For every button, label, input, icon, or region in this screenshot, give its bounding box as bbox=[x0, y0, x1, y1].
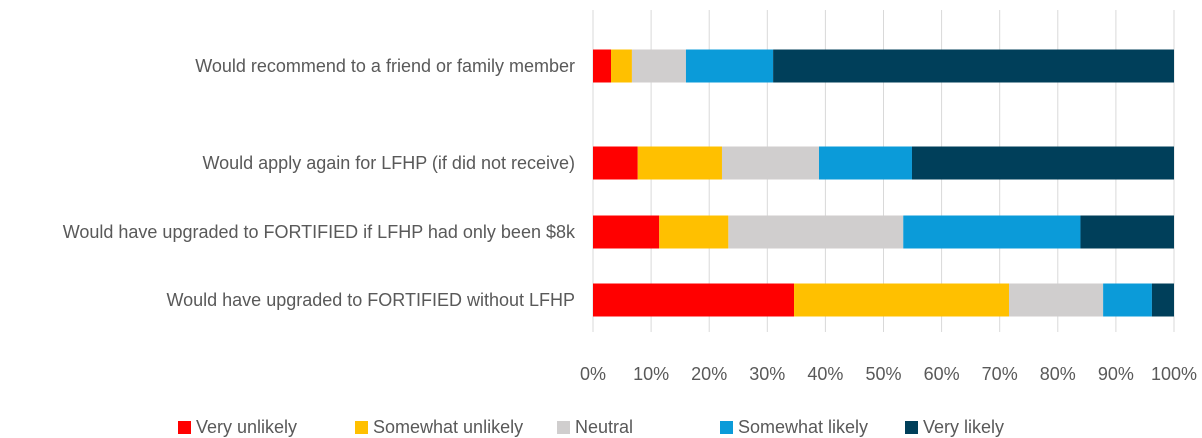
legend-label: Somewhat likely bbox=[738, 417, 868, 437]
bar-segment bbox=[1080, 215, 1174, 249]
x-tick-label: 0% bbox=[580, 364, 606, 384]
bar-segment bbox=[659, 215, 729, 249]
x-tick-label: 70% bbox=[982, 364, 1018, 384]
legend-label: Very likely bbox=[923, 417, 1004, 437]
category-label: Would recommend to a friend or family me… bbox=[195, 56, 575, 76]
bar-segment bbox=[593, 283, 795, 317]
x-tick-label: 100% bbox=[1151, 364, 1197, 384]
category-label: Would have upgraded to FORTIFIED without… bbox=[166, 290, 575, 310]
bar-segment bbox=[728, 215, 904, 249]
bar-segment bbox=[773, 49, 1174, 83]
bar-segment bbox=[637, 146, 722, 180]
bar-segment bbox=[794, 283, 1009, 317]
x-tick-label: 90% bbox=[1098, 364, 1134, 384]
bar-segment bbox=[819, 146, 912, 180]
bar-segment bbox=[1008, 283, 1104, 317]
bar-segment bbox=[593, 146, 638, 180]
bar-segment bbox=[903, 215, 1081, 249]
legend-swatch bbox=[355, 421, 368, 434]
x-tick-label: 30% bbox=[749, 364, 785, 384]
bar-segment bbox=[593, 49, 612, 83]
x-tick-label: 50% bbox=[865, 364, 901, 384]
bar-segment bbox=[593, 215, 660, 249]
category-label: Would have upgraded to FORTIFIED if LFHP… bbox=[62, 222, 575, 242]
bar-segment bbox=[631, 49, 686, 83]
legend-label: Neutral bbox=[575, 417, 633, 437]
legend-swatch bbox=[178, 421, 191, 434]
x-tick-label: 40% bbox=[807, 364, 843, 384]
legend-label: Very unlikely bbox=[196, 417, 297, 437]
category-label-text: Would have upgraded to FORTIFIED without… bbox=[166, 290, 575, 310]
category-label-text: Would apply again for LFHP (if did not r… bbox=[202, 153, 575, 173]
x-tick-label: 20% bbox=[691, 364, 727, 384]
legend-swatch bbox=[557, 421, 570, 434]
bar-segment bbox=[611, 49, 632, 83]
x-tick-label: 60% bbox=[924, 364, 960, 384]
x-tick-label: 10% bbox=[633, 364, 669, 384]
bar-segment bbox=[685, 49, 774, 83]
x-tick-label: 80% bbox=[1040, 364, 1076, 384]
bar-segment bbox=[1103, 283, 1152, 317]
bar-segment bbox=[911, 146, 1174, 180]
category-label: Would apply again for LFHP (if did not r… bbox=[202, 153, 575, 173]
legend-label: Somewhat unlikely bbox=[373, 417, 523, 437]
bar-segment bbox=[1151, 283, 1174, 317]
category-label-text: Would have upgraded to FORTIFIED if LFHP… bbox=[62, 222, 575, 242]
category-label-text: Would recommend to a friend or family me… bbox=[195, 56, 575, 76]
legend-swatch bbox=[905, 421, 918, 434]
legend-swatch bbox=[720, 421, 733, 434]
bar-segment bbox=[721, 146, 820, 180]
